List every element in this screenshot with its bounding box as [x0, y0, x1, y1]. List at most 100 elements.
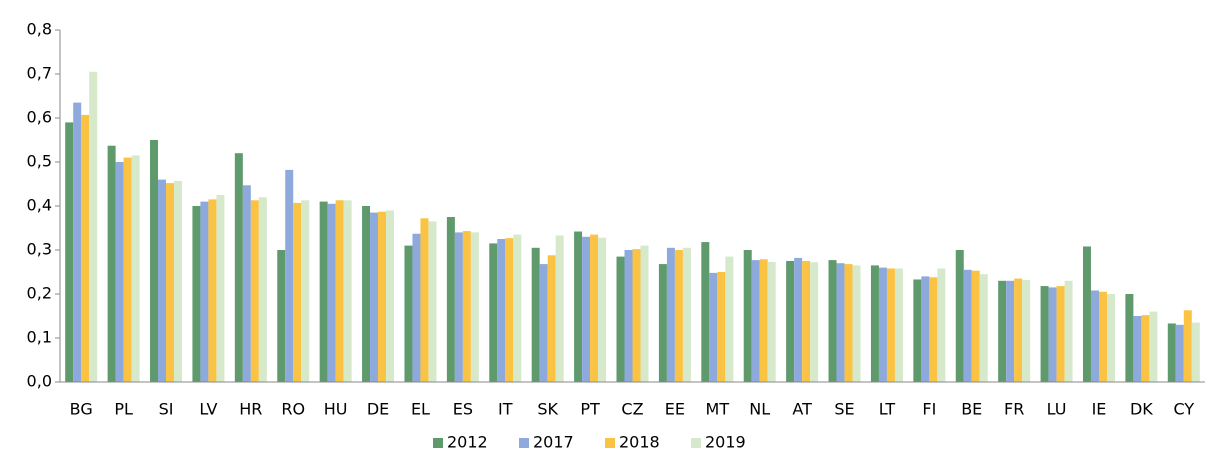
bar [446, 217, 455, 382]
bar [335, 200, 344, 382]
bar [913, 279, 922, 382]
y-tick-label: 0,2 [27, 284, 52, 303]
legend-label: 2012 [447, 433, 488, 452]
bar [234, 153, 243, 382]
bar [1090, 290, 1099, 382]
bar [717, 272, 726, 382]
bar [216, 195, 225, 382]
bar [192, 206, 201, 382]
y-tick-label: 0,6 [27, 108, 52, 127]
bar [470, 232, 479, 382]
bar [293, 202, 302, 382]
bar [131, 155, 140, 382]
bar [89, 71, 98, 383]
x-tick-label: CY [1173, 400, 1194, 419]
bar [828, 260, 837, 382]
y-tick-label: 0,3 [27, 240, 52, 259]
x-tick-label: AT [792, 400, 812, 419]
x-tick-label: SE [834, 400, 854, 419]
bar [870, 265, 879, 382]
x-tick-label: MT [706, 400, 730, 419]
bar [955, 250, 964, 382]
bar [65, 122, 74, 383]
bar [107, 145, 116, 382]
bar [767, 261, 776, 382]
x-tick-label: BE [961, 400, 982, 419]
x-tick-label: HU [324, 400, 348, 419]
bar [836, 263, 845, 382]
bar [73, 102, 82, 382]
x-tick-label: RO [281, 400, 305, 419]
bar [258, 197, 267, 382]
bar [794, 257, 803, 382]
bar [886, 268, 895, 382]
bar [963, 269, 972, 382]
bar [574, 231, 583, 382]
legend-label: 2019 [705, 433, 746, 452]
bar [1056, 286, 1065, 382]
bar [878, 267, 887, 382]
bar [590, 234, 599, 382]
bar [158, 179, 167, 382]
x-tick-label: FR [1004, 400, 1024, 419]
bar [1064, 280, 1073, 382]
bar [200, 201, 209, 382]
x-tick-label: LT [879, 400, 896, 419]
bar [497, 239, 506, 382]
bar [682, 247, 691, 382]
x-tick-label: BG [70, 400, 93, 419]
bar [802, 261, 811, 382]
bar [598, 237, 607, 382]
bar [301, 200, 310, 382]
legend-swatch [691, 438, 701, 448]
bar [1167, 323, 1176, 382]
bar [531, 247, 540, 382]
bar [674, 250, 683, 382]
x-tick-label: CZ [621, 400, 643, 419]
y-tick-label: 0,0 [27, 372, 52, 391]
bar [666, 247, 675, 382]
bar [998, 280, 1007, 382]
bar [539, 264, 548, 382]
bar [1183, 310, 1192, 382]
legend-label: 2017 [533, 433, 574, 452]
legend-swatch [433, 438, 443, 448]
x-tick-label: DE [367, 400, 389, 419]
bar [412, 233, 421, 382]
bar [174, 180, 183, 382]
bar [894, 268, 903, 382]
bar [616, 256, 625, 382]
legend-label: 2018 [619, 433, 660, 452]
bar [624, 250, 633, 382]
bar [362, 206, 371, 382]
bar [844, 264, 853, 382]
bar [1082, 246, 1091, 382]
bar [921, 276, 930, 382]
bar [632, 249, 641, 382]
x-tick-label: PL [114, 400, 133, 419]
x-tick-label: DK [1130, 400, 1153, 419]
x-tick-label: HR [239, 400, 262, 419]
bar [420, 218, 429, 382]
y-tick-label: 0,7 [27, 64, 52, 83]
legend-swatch [605, 438, 615, 448]
bar [1106, 294, 1115, 382]
bar [979, 274, 988, 382]
bar [1040, 286, 1049, 382]
bar [285, 169, 294, 382]
bar [166, 183, 175, 382]
bar [343, 200, 352, 382]
bar [1098, 291, 1107, 382]
bar [462, 231, 471, 382]
bar [1141, 315, 1150, 382]
x-tick-label: ES [453, 400, 473, 419]
bar [454, 232, 463, 382]
bar [547, 255, 556, 382]
bar [1014, 278, 1023, 382]
bar [971, 270, 980, 382]
bar [115, 162, 124, 382]
bar [150, 140, 159, 382]
y-tick-label: 0,1 [27, 328, 52, 347]
bar [725, 256, 734, 382]
